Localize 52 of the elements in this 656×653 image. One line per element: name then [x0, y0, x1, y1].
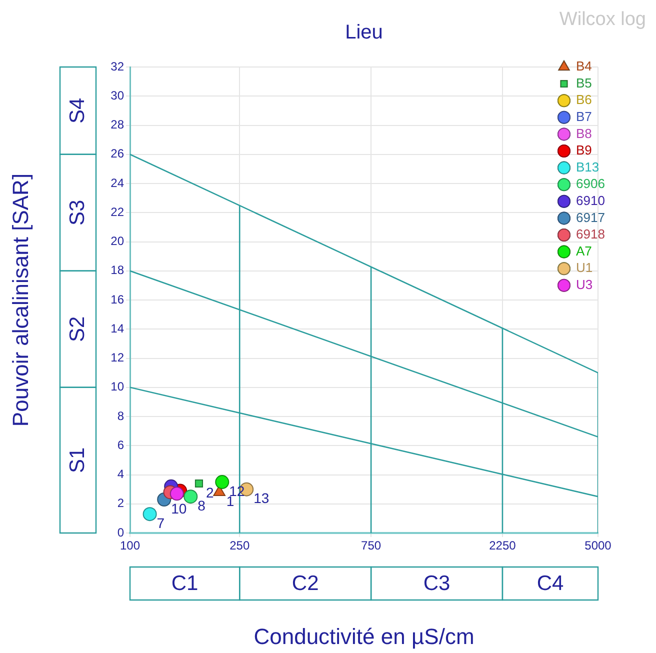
annotation: 10 [171, 500, 187, 516]
legend-label: 6917 [576, 210, 605, 225]
x-tick-label: 250 [230, 538, 250, 553]
text: C2 [292, 572, 319, 595]
legend-label: B6 [576, 92, 592, 108]
chart-title: Lieu [345, 22, 383, 44]
text: C1 [171, 572, 198, 595]
legend-label: U3 [576, 276, 593, 292]
y-tick-label: 8 [117, 408, 124, 423]
text: C3 [423, 572, 450, 595]
legend-label: A7 [576, 243, 592, 258]
y-tick-label: 0 [117, 525, 124, 540]
x-tick-label: 750 [361, 538, 382, 553]
y-tick-label: 32 [110, 59, 124, 74]
text: S2 [66, 316, 89, 342]
y-tick-label: 26 [110, 146, 124, 161]
legend-label: B4 [576, 58, 592, 74]
y-tick-label: 22 [110, 204, 124, 219]
x-tick-label: 100 [120, 538, 140, 553]
text: C4 [536, 572, 564, 595]
y-axis-title: Pouvoir alcalinisant [SAR] [8, 173, 34, 427]
y-tick-label: 12 [110, 350, 124, 365]
y-tick-label: 4 [117, 467, 124, 482]
legend-label: 6910 [576, 192, 605, 208]
x-tick-label: 5000 [584, 538, 612, 553]
legend-label: 6906 [576, 176, 605, 192]
legend-label: B5 [576, 75, 592, 90]
y-tick-label: 16 [110, 292, 124, 306]
annotation: 7 [156, 514, 165, 531]
text: S4 [66, 98, 89, 124]
y-tick-label: 18 [110, 263, 124, 278]
legend-label: 6918 [576, 226, 605, 242]
legend-label: B9 [576, 142, 592, 158]
y-tick-label: 10 [110, 380, 124, 394]
text: S1 [66, 447, 89, 474]
x-tick-label: 2250 [489, 538, 516, 553]
y-tick-label: 6 [117, 438, 124, 452]
x-axis-title: Conductivité en µS/cm [254, 624, 474, 650]
y-tick-label: 14 [110, 321, 124, 336]
text: S3 [66, 200, 89, 226]
legend-label: B13 [576, 159, 600, 174]
y-tick-label: 28 [110, 118, 124, 132]
legend-label: U1 [576, 260, 593, 276]
legend-label: B7 [576, 108, 592, 124]
y-tick-label: 2 [117, 496, 124, 510]
y-tick-label: 20 [110, 234, 124, 248]
y-tick-label: 30 [110, 88, 124, 102]
annotation: 13 [254, 490, 270, 506]
annotation: 8 [198, 497, 206, 514]
y-tick-label: 24 [110, 176, 124, 190]
annotation: 2 [206, 484, 214, 500]
legend-label: B8 [576, 126, 592, 141]
